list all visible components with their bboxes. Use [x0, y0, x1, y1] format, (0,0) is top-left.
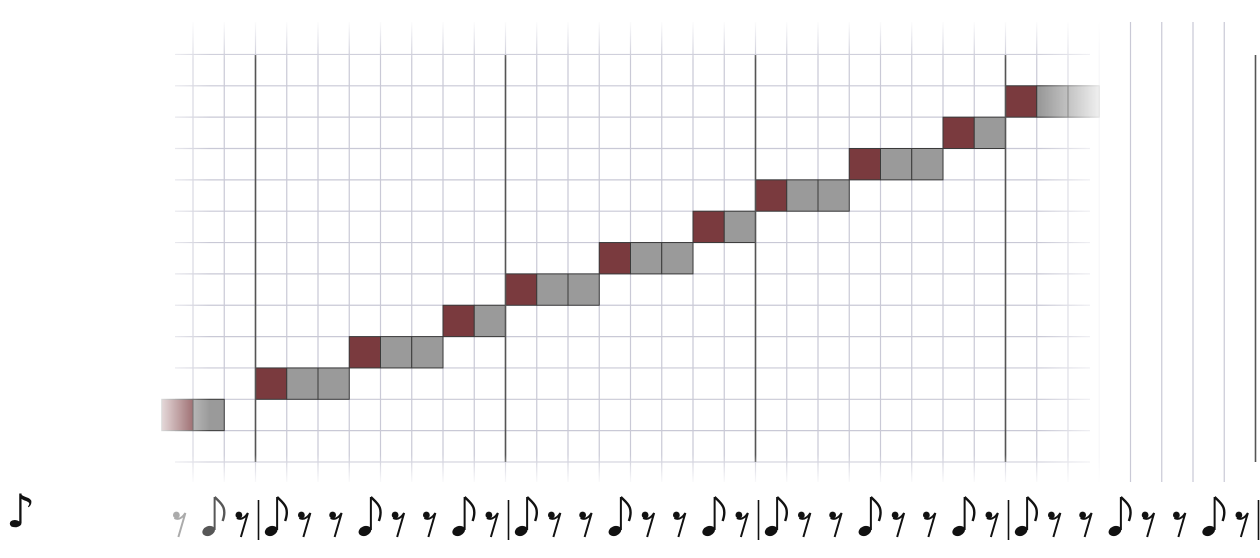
eighth-rest-icon — [1235, 511, 1249, 538]
eighth-rest-icon — [1172, 511, 1187, 538]
note-onset — [942, 116, 975, 150]
eighth-note-icon — [702, 496, 726, 537]
note-sustain — [817, 179, 850, 212]
edge-fades — [150, 20, 1110, 490]
eighth-rest-icon — [547, 511, 562, 538]
eighth-note-icon — [858, 496, 882, 537]
eighth-note-icon — [608, 496, 632, 537]
eighth-rest-icon — [172, 511, 187, 538]
note-sustain — [286, 367, 319, 400]
note-onset — [255, 367, 288, 400]
eighth-rest-icon — [797, 511, 812, 538]
eighth-note-icon — [202, 496, 226, 537]
note-sustain — [973, 116, 1006, 150]
eighth-rest-icon — [922, 511, 937, 538]
eighth-rest-icon — [391, 511, 406, 538]
eighth-note-icon — [452, 496, 476, 537]
note-sustain — [880, 148, 913, 181]
rhythm-notation — [172, 496, 1260, 540]
note-sustain — [723, 210, 756, 244]
eighth-rest-icon — [235, 511, 249, 538]
eighth-note-icon — [1108, 496, 1132, 537]
eighth-rest-icon — [672, 511, 687, 538]
note-onset — [505, 273, 538, 306]
note-sustain — [317, 367, 350, 400]
note-onset — [755, 179, 788, 212]
eighth-rest-icon — [329, 511, 343, 538]
lead-eighth-note-icon: ♪ — [6, 484, 36, 538]
note-onset — [848, 148, 881, 181]
note-sustain — [411, 336, 444, 369]
eighth-note-icon — [514, 496, 539, 537]
eighth-rest-icon — [1079, 511, 1093, 538]
note-sustain — [536, 273, 569, 306]
eighth-note-icon — [1202, 496, 1226, 537]
eighth-note-icon — [358, 496, 382, 537]
eighth-rest-icon — [829, 511, 843, 538]
eighth-note-icon — [764, 496, 789, 537]
note-sustain — [473, 304, 506, 338]
eighth-rest-icon — [641, 511, 656, 538]
eighth-rest-icon — [297, 511, 312, 538]
note-onset — [692, 210, 725, 244]
note-sustain — [630, 242, 663, 275]
bar-lines — [254, 55, 1257, 462]
note-onset — [598, 242, 631, 275]
eighth-note-icon — [264, 496, 289, 537]
note-sustain — [786, 179, 819, 212]
note-sustain — [567, 273, 600, 306]
eighth-rest-icon — [735, 511, 749, 538]
eighth-note-icon — [1014, 496, 1039, 537]
eighth-note-icon — [952, 496, 976, 537]
eighth-rest-icon — [891, 511, 906, 538]
note-onset — [348, 336, 381, 369]
eighth-rest-icon — [422, 511, 437, 538]
note-sustain — [911, 148, 944, 181]
eighth-rest-icon — [579, 511, 593, 538]
eighth-rest-icon — [1141, 511, 1156, 538]
note-blocks — [161, 85, 1100, 432]
eighth-rest-icon — [1047, 511, 1062, 538]
note-onset — [1005, 85, 1038, 118]
note-sustain — [380, 336, 413, 369]
eighth-rest-icon — [985, 511, 999, 538]
note-onset — [442, 304, 475, 338]
eighth-rest-icon — [485, 511, 499, 538]
note-sustain — [661, 242, 694, 275]
